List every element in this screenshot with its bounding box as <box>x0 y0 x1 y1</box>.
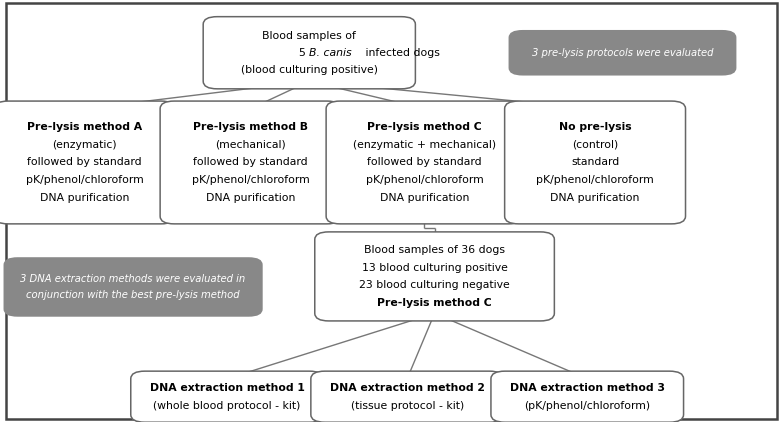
Text: 13 blood culturing positive: 13 blood culturing positive <box>362 262 507 273</box>
Text: DNA purification: DNA purification <box>550 193 640 203</box>
Text: pK/phenol/chloroform: pK/phenol/chloroform <box>366 175 483 185</box>
FancyBboxPatch shape <box>6 3 777 419</box>
Text: (enzymatic): (enzymatic) <box>52 140 117 150</box>
Text: No pre-lysis: No pre-lysis <box>559 122 631 132</box>
Text: Blood samples of: Blood samples of <box>262 31 356 41</box>
Text: 5: 5 <box>299 48 309 58</box>
Text: 3 DNA extraction methods were evaluated in: 3 DNA extraction methods were evaluated … <box>20 274 246 284</box>
Text: infected dogs: infected dogs <box>362 48 439 58</box>
Text: (tissue protocol - kit): (tissue protocol - kit) <box>351 400 464 411</box>
Text: followed by standard: followed by standard <box>367 157 482 168</box>
Text: (pK/phenol/chloroform): (pK/phenol/chloroform) <box>524 400 651 411</box>
FancyBboxPatch shape <box>161 101 341 224</box>
Text: DNA purification: DNA purification <box>206 193 295 203</box>
Text: DNA extraction method 3: DNA extraction method 3 <box>510 383 665 393</box>
FancyBboxPatch shape <box>327 101 523 224</box>
Text: pK/phenol/chloroform: pK/phenol/chloroform <box>536 175 654 185</box>
FancyBboxPatch shape <box>311 371 503 422</box>
Text: Pre-lysis method A: Pre-lysis method A <box>27 122 143 132</box>
Text: DNA purification: DNA purification <box>40 193 129 203</box>
Text: (blood culturing positive): (blood culturing positive) <box>241 65 377 75</box>
FancyBboxPatch shape <box>509 30 736 76</box>
Text: pK/phenol/chloroform: pK/phenol/chloroform <box>26 175 143 185</box>
FancyBboxPatch shape <box>204 16 415 89</box>
Text: Pre-lysis method C: Pre-lysis method C <box>367 122 482 132</box>
Text: (mechanical): (mechanical) <box>215 140 286 150</box>
Text: (enzymatic + mechanical): (enzymatic + mechanical) <box>353 140 496 150</box>
Text: 3 pre-lysis protocols were evaluated: 3 pre-lysis protocols were evaluated <box>532 48 713 58</box>
Text: 5 ​B. canis​ infected dogs: 5 ​B. canis​ infected dogs <box>244 48 374 58</box>
Text: followed by standard: followed by standard <box>27 157 142 168</box>
Text: standard: standard <box>571 157 619 168</box>
Text: Blood samples of 36 dogs: Blood samples of 36 dogs <box>364 245 505 255</box>
FancyBboxPatch shape <box>315 232 554 321</box>
Text: pK/phenol/chloroform: pK/phenol/chloroform <box>192 175 309 185</box>
FancyBboxPatch shape <box>504 101 686 224</box>
Text: DNA extraction method 2: DNA extraction method 2 <box>330 383 485 393</box>
Text: (control): (control) <box>572 140 619 150</box>
Text: DNA purification: DNA purification <box>380 193 469 203</box>
FancyBboxPatch shape <box>131 371 323 422</box>
Text: Pre-lysis method C: Pre-lysis method C <box>377 298 492 308</box>
Text: DNA extraction method 1: DNA extraction method 1 <box>150 383 305 393</box>
Text: 23 blood culturing negative: 23 blood culturing negative <box>359 280 510 290</box>
Text: (whole blood protocol - kit): (whole blood protocol - kit) <box>153 400 301 411</box>
FancyBboxPatch shape <box>491 371 684 422</box>
Text: conjunction with the best pre-lysis method: conjunction with the best pre-lysis meth… <box>27 290 240 300</box>
FancyBboxPatch shape <box>4 257 262 316</box>
FancyBboxPatch shape <box>0 101 175 224</box>
Text: followed by standard: followed by standard <box>193 157 308 168</box>
Text: B. canis: B. canis <box>309 48 352 58</box>
Text: Pre-lysis method B: Pre-lysis method B <box>193 122 308 132</box>
